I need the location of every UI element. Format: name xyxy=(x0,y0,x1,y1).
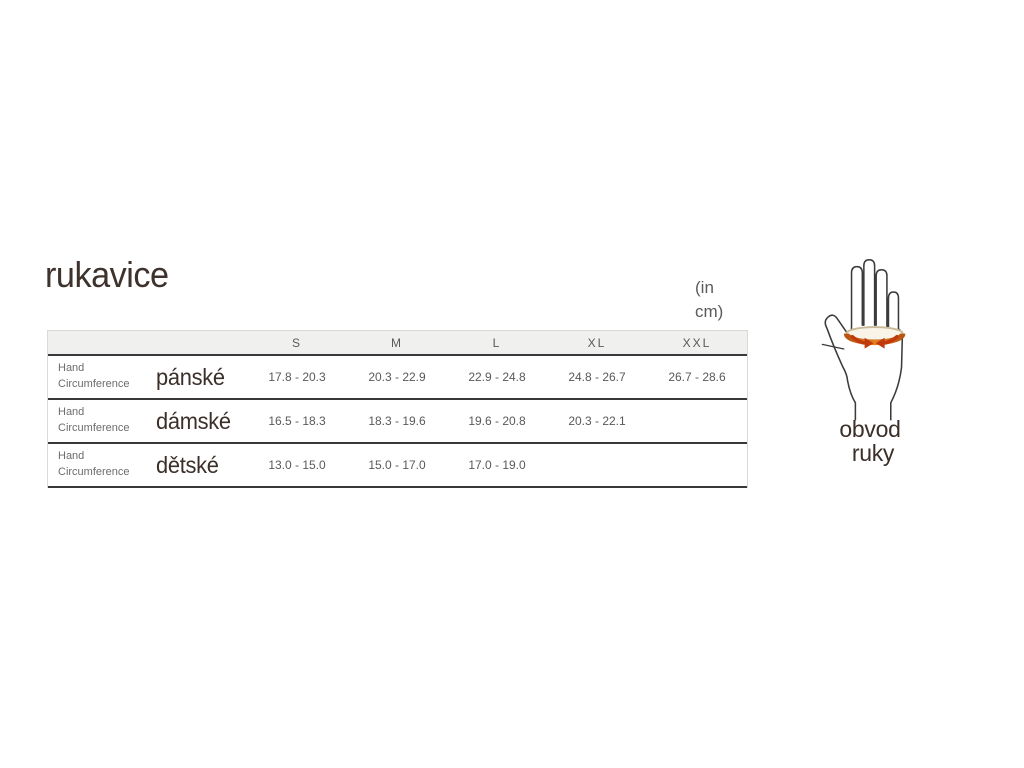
row-category: dámské xyxy=(156,407,231,434)
page-title: rukavice xyxy=(45,254,169,295)
measure-label-line2: Circumference xyxy=(58,422,130,434)
hand-circumference-icon xyxy=(821,258,906,421)
band-arrow-left-head xyxy=(864,337,874,349)
hand-caption-line2: ruky xyxy=(851,440,895,467)
row-label-cell: Hand Circumference dětské xyxy=(48,449,247,481)
column-header-l: L xyxy=(492,335,502,350)
hand-caption-line1: obvod xyxy=(839,416,901,442)
band-arrow-right-head xyxy=(875,337,885,349)
size-chart-header-row: S M L XL XXL xyxy=(48,330,747,356)
value-cell: 13.0 - 15.0 xyxy=(268,458,326,472)
value-cell: 20.3 - 22.9 xyxy=(368,370,426,384)
value-cell: 16.5 - 18.3 xyxy=(268,414,326,428)
table-row-damske: Hand Circumference dámské 16.5 - 18.3 18… xyxy=(48,400,747,444)
value-cell: 15.0 - 17.0 xyxy=(368,458,426,472)
measure-label-line2: Circumference xyxy=(58,466,130,478)
thumb-crease-line xyxy=(821,343,845,350)
column-header-m: M xyxy=(391,335,403,350)
column-header-xxl: XXL xyxy=(682,335,712,350)
row-category: pánské xyxy=(156,363,225,390)
unit-note-line1: (in xyxy=(695,278,714,297)
measure-label-line1: Hand xyxy=(58,362,85,375)
measure-label-line1: Hand xyxy=(58,450,85,463)
hand-caption: obvod ruky xyxy=(820,417,920,466)
value-cell: 18.3 - 19.6 xyxy=(368,414,426,428)
unit-note-line2: cm) xyxy=(695,301,724,321)
column-header-s: S xyxy=(291,335,302,350)
row-label-cell: Hand Circumference dámské xyxy=(48,405,247,437)
value-cell: 26.7 - 28.6 xyxy=(668,370,726,384)
band-rim xyxy=(846,327,903,341)
value-cell: 17.8 - 20.3 xyxy=(268,370,326,384)
value-cell: 17.0 - 19.0 xyxy=(468,458,526,472)
value-cell: 24.8 - 26.7 xyxy=(568,370,626,384)
measure-label-line1: Hand xyxy=(58,406,85,419)
row-category: dětské xyxy=(156,451,219,478)
measure-label-line2: Circumference xyxy=(58,378,130,390)
measure-label: Hand Circumference xyxy=(58,405,150,437)
measure-label: Hand Circumference xyxy=(58,449,150,481)
value-cell: 22.9 - 24.8 xyxy=(468,370,526,384)
value-cell: 20.3 - 22.1 xyxy=(568,414,626,428)
row-label-cell: Hand Circumference pánské xyxy=(48,361,247,393)
unit-note: (in cm) xyxy=(695,276,723,324)
table-row-detske: Hand Circumference dětské 13.0 - 15.0 15… xyxy=(48,444,747,488)
size-chart-table: S M L XL XXL Hand Circumference pánské 1… xyxy=(47,330,748,488)
hand-outline xyxy=(824,258,904,421)
hand-figure xyxy=(820,252,920,429)
column-header-xl: XL xyxy=(587,335,607,350)
band-front xyxy=(843,332,906,346)
value-cell: 19.6 - 20.8 xyxy=(468,414,526,428)
table-row-panske: Hand Circumference pánské 17.8 - 20.3 20… xyxy=(48,356,747,400)
measure-label: Hand Circumference xyxy=(58,361,150,393)
